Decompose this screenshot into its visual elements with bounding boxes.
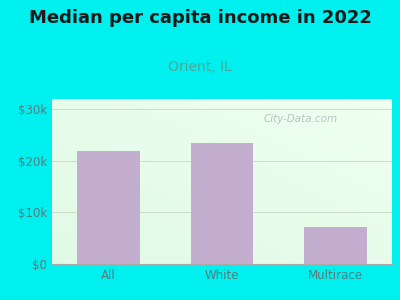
Text: Median per capita income in 2022: Median per capita income in 2022 bbox=[28, 9, 372, 27]
Text: City-Data.com: City-Data.com bbox=[263, 114, 337, 124]
Bar bbox=[78, 151, 140, 264]
Bar bbox=[304, 227, 366, 264]
Bar bbox=[191, 143, 253, 264]
Text: Orient, IL: Orient, IL bbox=[168, 60, 232, 74]
